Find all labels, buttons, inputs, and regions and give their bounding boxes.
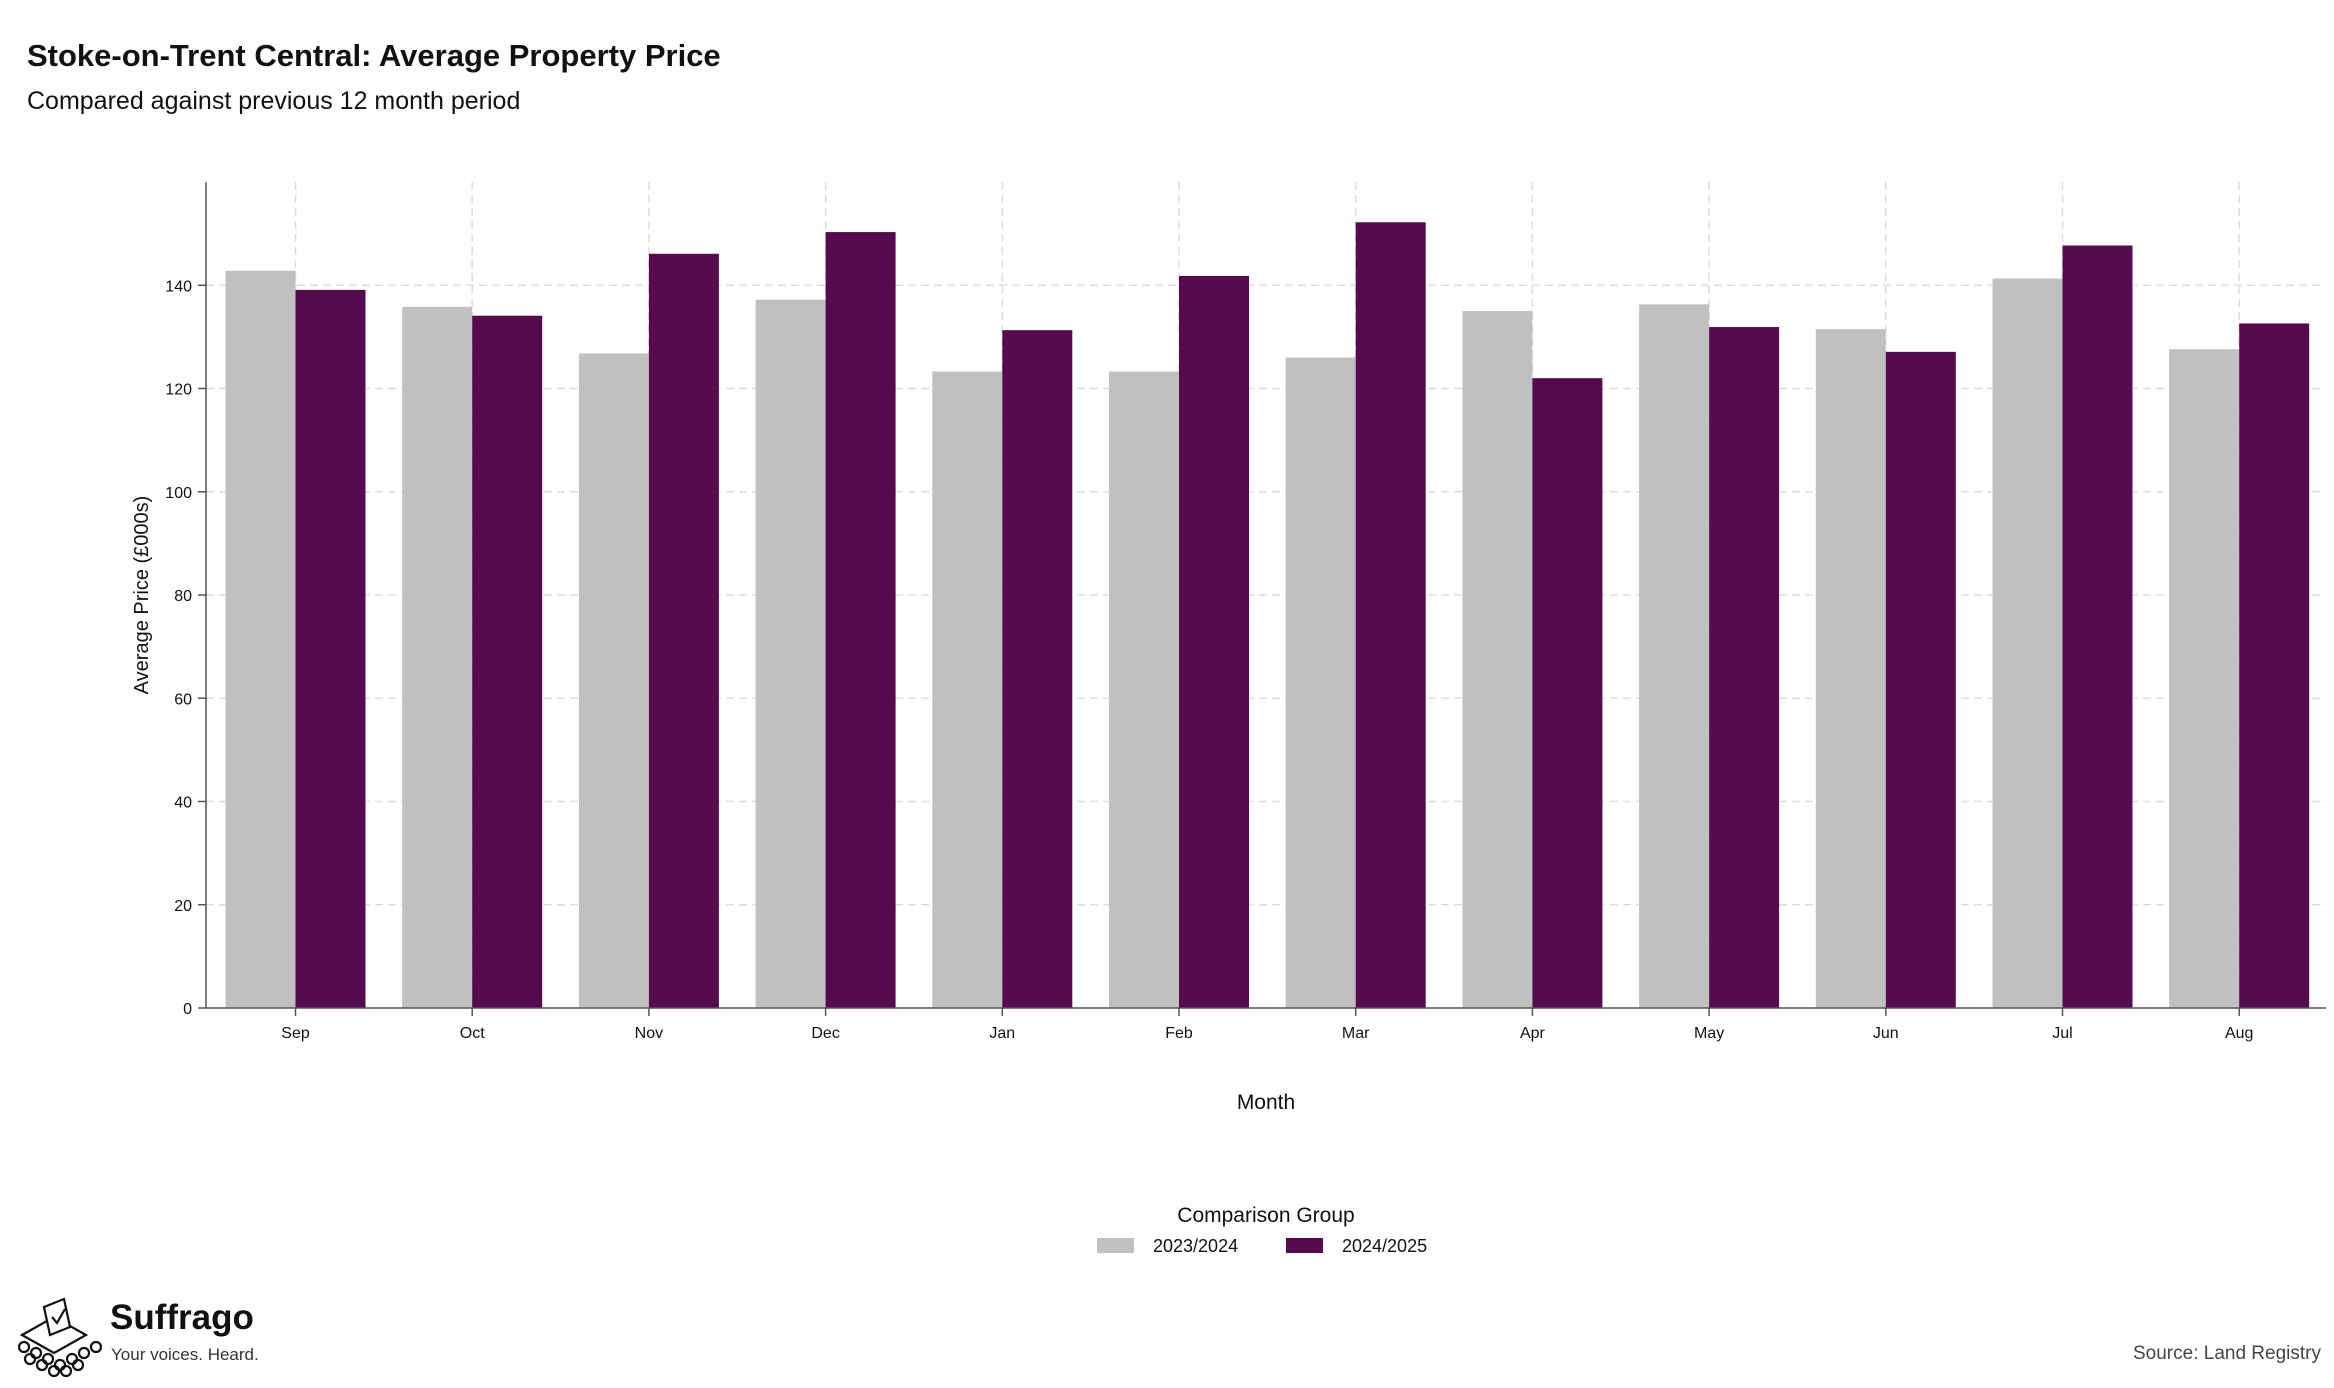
bar-jul-1 — [1992, 278, 2063, 1008]
ballot-box-icon — [17, 1297, 103, 1377]
x-tick-label: Nov — [635, 1025, 663, 1042]
y-tick-label: 120 — [165, 382, 192, 399]
bar-jan-2 — [1002, 330, 1073, 1008]
bar-mar-1 — [1285, 357, 1356, 1008]
x-tick-label: Apr — [1520, 1025, 1546, 1042]
bar-dec-1 — [755, 299, 826, 1009]
legend-swatch-1 — [1097, 1238, 1134, 1253]
axis-labels: 0 20 40 60 80 100 120 140 Sep Oct Nov Dec Jan Feb Mar A… — [131, 278, 2253, 1114]
x-tick-label: Feb — [1165, 1025, 1193, 1042]
bar-jan-1 — [932, 371, 1003, 1008]
y-axis-title: Average Price (£000s) — [131, 496, 153, 695]
bar-aug-1 — [2169, 349, 2240, 1008]
bar-dec-2 — [825, 232, 896, 1009]
x-axis-title: Month — [1237, 1091, 1295, 1114]
bar-jun-2 — [1885, 351, 1956, 1008]
bar-jul-2 — [2062, 245, 2133, 1008]
legend-label-2: 2024/2025 — [1342, 1236, 1427, 1256]
chart-subtitle: Compared against previous 12 month perio… — [27, 87, 521, 115]
bar-sep-2 — [295, 289, 366, 1008]
x-tick-label: Jun — [1873, 1025, 1899, 1042]
bar-chart: 0 20 40 60 80 100 120 140 Sep Oct Nov Dec Jan Feb Mar A… — [131, 182, 2326, 1256]
bar-aug-2 — [2239, 323, 2310, 1008]
bars — [225, 222, 2310, 1009]
y-tick-label: 40 — [174, 795, 192, 812]
y-tick-label: 60 — [174, 691, 192, 708]
y-tick-label: 100 — [165, 485, 192, 502]
brand-name: Suffrago — [110, 1298, 254, 1337]
bar-jun-1 — [1815, 329, 1886, 1009]
legend-title: Comparison Group — [1177, 1204, 1354, 1227]
brand-tagline: Your voices. Heard. — [111, 1345, 259, 1364]
bar-feb-2 — [1179, 275, 1249, 1008]
y-tick-label: 0 — [183, 1001, 192, 1018]
y-tick-label: 20 — [174, 898, 192, 915]
bar-apr-1 — [1462, 311, 1533, 1008]
bar-mar-2 — [1355, 222, 1426, 1008]
y-tick-label: 80 — [174, 588, 192, 605]
bar-oct-2 — [472, 315, 543, 1008]
bar-nov-1 — [578, 353, 649, 1008]
x-tick-label: Jan — [989, 1025, 1015, 1042]
legend-label-1: 2023/2024 — [1153, 1236, 1238, 1256]
legend: Comparison Group 2023/2024 2024/2025 — [1097, 1204, 1427, 1256]
x-tick-label: Jul — [2052, 1025, 2072, 1042]
bar-apr-2 — [1532, 378, 1603, 1008]
legend-swatch-2 — [1286, 1238, 1323, 1253]
bar-oct-1 — [402, 306, 473, 1008]
x-tick-label: May — [1694, 1025, 1724, 1042]
x-tick-label: Sep — [281, 1025, 310, 1042]
bar-may-1 — [1639, 304, 1710, 1008]
x-tick-label: Aug — [2225, 1025, 2253, 1042]
x-tick-label: Mar — [1342, 1025, 1370, 1042]
bar-sep-1 — [225, 270, 296, 1008]
bar-may-2 — [1709, 327, 1780, 1008]
y-tick-label: 140 — [165, 278, 192, 295]
x-tick-label: Dec — [811, 1025, 839, 1042]
bar-nov-2 — [648, 253, 719, 1009]
bar-feb-1 — [1109, 371, 1179, 1008]
source-note: Source: Land Registry — [2133, 1343, 2321, 1364]
axes — [198, 182, 2326, 1016]
chart-title: Stoke-on-Trent Central: Average Property… — [27, 38, 721, 73]
x-tick-label: Oct — [460, 1025, 485, 1042]
